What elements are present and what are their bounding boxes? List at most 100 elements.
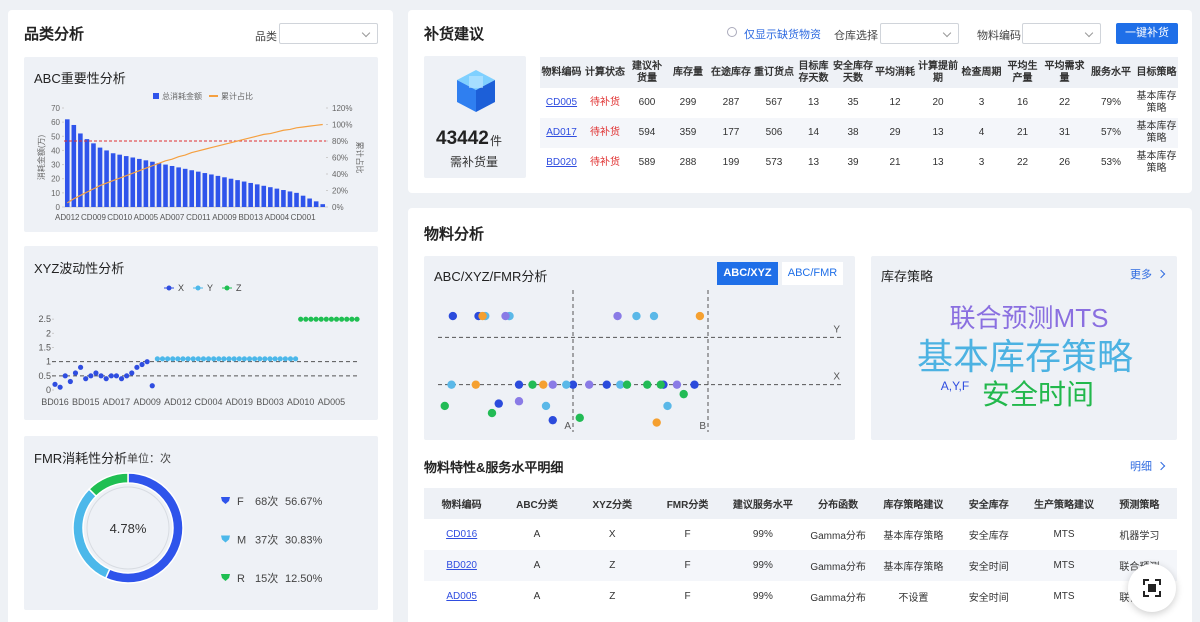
table-cell: 14: [807, 127, 820, 138]
table-cell: 13: [932, 157, 944, 168]
filter-label: 物料编码: [977, 30, 1021, 42]
cube-icon: [457, 70, 495, 112]
header-cell: 平均生产量: [1003, 57, 1042, 88]
header-cell: 安全库存天数: [832, 57, 874, 88]
kpi-value: 43442: [436, 128, 489, 149]
table-cell: 16: [1016, 97, 1029, 108]
table-cell: 359: [679, 127, 697, 138]
chart-title: XYZ波动性分析: [34, 261, 125, 276]
header-cell: 库存策略建议: [875, 488, 952, 519]
table-cell: 99%: [752, 560, 773, 571]
more-text[interactable]: 更多: [1130, 269, 1152, 281]
header-row: 物料编码 计算状态 建议补货量 库存量 在途库存 重订货点 目标库存天数 安全库存天数 平均消耗…: [540, 57, 1178, 88]
table-cell: 31: [1058, 127, 1071, 138]
table-cell[interactable]: CD005: [545, 97, 578, 108]
table-cell: MTS: [1053, 529, 1075, 540]
table-cell[interactable]: BD020: [446, 560, 477, 571]
table-cell: 22: [1058, 97, 1071, 108]
table-cell: Gamma分布: [810, 531, 866, 542]
table-cell: F: [684, 591, 691, 602]
table-cell: 589: [638, 157, 656, 168]
header-cell: XYZ分类: [574, 488, 650, 519]
replenish-button[interactable]: 一键补货: [1116, 23, 1178, 44]
kpi-unit: 件: [490, 134, 503, 148]
table-cell: 基本库存策略: [1136, 91, 1177, 114]
table-cell: 21: [889, 157, 901, 168]
table-cell: 26: [1058, 157, 1071, 168]
table-cell: 13: [807, 157, 820, 168]
table-cell: 79%: [1100, 97, 1121, 108]
table-cell: 基本库存策略: [1136, 151, 1177, 174]
chart-title: ABC重要性分析: [34, 71, 126, 86]
panel-title: 补货建议: [424, 26, 485, 43]
table-row: CD005 待补货 600 299 287 567 13 35 12 20 3 16 22 79% 基本库存…: [540, 88, 1178, 118]
table-cell: 待补货: [590, 127, 620, 138]
tab[interactable]: ABC/FMR: [782, 262, 843, 285]
table-cell[interactable]: AD017: [546, 127, 577, 138]
fullscreen-button[interactable]: [1128, 564, 1176, 612]
panel-title: 物料分析: [424, 226, 485, 243]
radio-label[interactable]: 仅显示缺货物资: [744, 29, 821, 41]
table-cell: 573: [765, 157, 783, 168]
table-cell: 机器学习: [1119, 531, 1160, 542]
radio[interactable]: [727, 27, 737, 37]
table-cell[interactable]: CD016: [446, 529, 478, 540]
fullscreen-icon: [1143, 579, 1161, 597]
table-cell: 35: [847, 97, 859, 108]
table-cell: 177: [722, 127, 740, 138]
table-cell: A: [533, 560, 541, 571]
table-cell: 3: [978, 97, 985, 108]
table-cell: 基本库存策略: [883, 562, 944, 573]
header-cell: ABC分类: [499, 488, 575, 519]
category-select[interactable]: [279, 23, 378, 44]
table-cell: 安全时间: [968, 562, 1009, 573]
header-cell: FMR分类: [649, 488, 726, 519]
table-cell: 13: [932, 127, 944, 138]
table-cell[interactable]: BD020: [546, 157, 577, 168]
header-cell: 检查周期: [960, 57, 1003, 88]
filter-label: 仓库选择: [834, 30, 878, 42]
table-cell: Gamma分布: [810, 593, 866, 604]
table-cell: 600: [638, 97, 656, 108]
table-cell: F: [684, 560, 691, 571]
material-select[interactable]: [1022, 23, 1101, 44]
header-row: 物料编码 ABC分类 XYZ分类 FMR分类 建议服务水平 分布函数 库存策略建议 安全库存生…: [424, 488, 1177, 519]
more-link[interactable]: 更多: [1130, 266, 1166, 282]
replenishment-table: 物料编码 计算状态 建议补货量 库存量 在途库存 重订货点 目标库存天数 安全库存天数 平均消耗…: [540, 57, 1178, 178]
table-row: BD020 待补货 589 288 199 573 13 39 21 13 3 22 26 53% 基本库存…: [540, 148, 1178, 178]
chart-title: FMR消耗性分析: [34, 451, 128, 466]
table-cell: 506: [765, 127, 783, 138]
table-cell: A: [533, 529, 541, 540]
table-cell: X: [608, 529, 616, 540]
header-cell: 服务水平: [1087, 57, 1135, 88]
table-cell: 待补货: [590, 97, 620, 108]
table-cell: 287: [722, 97, 740, 108]
table-cell: 38: [847, 127, 859, 138]
table-cell[interactable]: AD005: [446, 591, 477, 602]
tab[interactable]: ABC/XYZ: [717, 262, 778, 285]
table-cell: 22: [1016, 157, 1029, 168]
header-cell: 目标库存天数: [795, 57, 832, 88]
section-title: 物料特性&服务水平明细: [424, 460, 564, 475]
table-cell: 安全库存: [968, 531, 1009, 542]
header-cell: 重订货点: [753, 57, 795, 88]
table-cell: 20: [932, 97, 944, 108]
header-cell: 平均消耗: [874, 57, 916, 88]
chevron: [1156, 461, 1166, 471]
table-cell: 288: [679, 157, 697, 168]
kpi-label: 需补货量: [450, 155, 499, 169]
xyz-card: [24, 246, 378, 420]
table-cell: 4: [978, 127, 985, 138]
header-cell: 计算状态: [583, 57, 627, 88]
table-cell: 13: [807, 97, 820, 108]
header-cell: 分布函数: [800, 488, 876, 519]
table-cell: 3: [978, 157, 985, 168]
chevron: [1156, 269, 1166, 279]
detail-table: 物料编码 ABC分类 XYZ分类 FMR分类 建议服务水平 分布函数 库存策略建议 安全库存生…: [424, 488, 1177, 612]
warehouse-select[interactable]: [880, 23, 959, 44]
detail-link[interactable]: 明细: [1130, 458, 1166, 474]
table-cell: 基本库存策略: [1136, 121, 1177, 144]
detail-text[interactable]: 明细: [1130, 461, 1152, 473]
